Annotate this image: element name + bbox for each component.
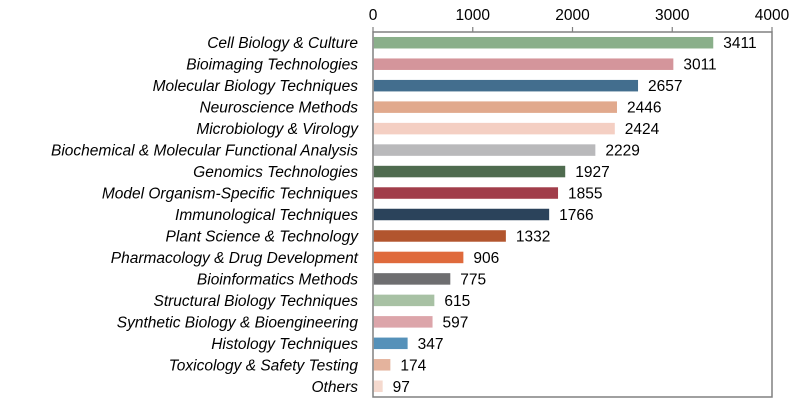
bar (373, 273, 451, 285)
x-tick-label: 1000 (456, 7, 491, 24)
category-labels: Cell Biology & Culture Bioimaging Technol… (51, 35, 359, 396)
category-label: Bioimaging Technologies (186, 57, 358, 74)
value-label: 1766 (559, 207, 593, 224)
bar (373, 144, 596, 156)
value-label: 2424 (625, 121, 660, 138)
value-label: 3011 (683, 57, 716, 74)
bar (373, 79, 639, 92)
category-label: Histology Techniques (211, 336, 358, 353)
value-label: 347 (418, 336, 444, 353)
category-label: Pharmacology & Drug Development (111, 250, 359, 267)
bar (373, 337, 408, 350)
category-label: Genomics Technologies (193, 164, 358, 181)
category-label: Molecular Biology Techniques (153, 78, 359, 95)
value-label: 97 (393, 379, 410, 396)
value-label: 1855 (568, 186, 602, 203)
plot-frame (372, 31, 773, 398)
x-tick-label: 0 (369, 7, 378, 24)
category-label: Others (311, 379, 358, 396)
category-label: Toxicology & Safety Testing (169, 357, 359, 374)
value-label: 2446 (627, 100, 661, 117)
x-tick-label: 2000 (555, 7, 590, 24)
bar (373, 316, 433, 328)
value-label: 775 (460, 271, 486, 288)
bar (373, 230, 506, 242)
category-label: Bioinformatics Methods (197, 271, 358, 288)
bar (373, 58, 674, 70)
x-axis-ticks: 0 1000 2000 3000 4000 (369, 7, 790, 32)
bar (373, 187, 559, 199)
bars (373, 36, 714, 393)
value-label: 1927 (575, 164, 609, 181)
bar (373, 36, 714, 49)
value-label: 597 (443, 314, 469, 331)
bar (373, 380, 383, 393)
category-label: Neuroscience Methods (199, 100, 358, 117)
category-label: Immunological Techniques (175, 207, 358, 224)
bar (373, 251, 464, 264)
bar (373, 294, 435, 307)
category-label: Cell Biology & Culture (207, 35, 358, 52)
bar (373, 122, 615, 135)
bar (373, 101, 617, 113)
value-label: 3411 (723, 35, 756, 52)
value-label: 2229 (605, 143, 639, 160)
category-label: Synthetic Biology & Bioengineering (117, 314, 359, 331)
value-label: 2657 (648, 78, 682, 95)
category-label: Plant Science & Technology (166, 228, 360, 245)
value-label: 906 (473, 250, 499, 267)
bar (373, 165, 566, 178)
bar (373, 359, 391, 371)
bar (373, 208, 550, 221)
value-label: 615 (444, 293, 470, 310)
category-label: Biochemical & Molecular Functional Analy… (51, 143, 358, 160)
x-tick-label: 4000 (755, 7, 790, 24)
category-label: Structural Biology Techniques (154, 293, 359, 310)
value-label: 174 (400, 357, 426, 374)
x-tick-label: 3000 (655, 7, 690, 24)
value-label: 1332 (516, 228, 550, 245)
category-label: Microbiology & Virology (196, 121, 359, 138)
category-label: Model Organism-Specific Techniques (102, 186, 358, 203)
